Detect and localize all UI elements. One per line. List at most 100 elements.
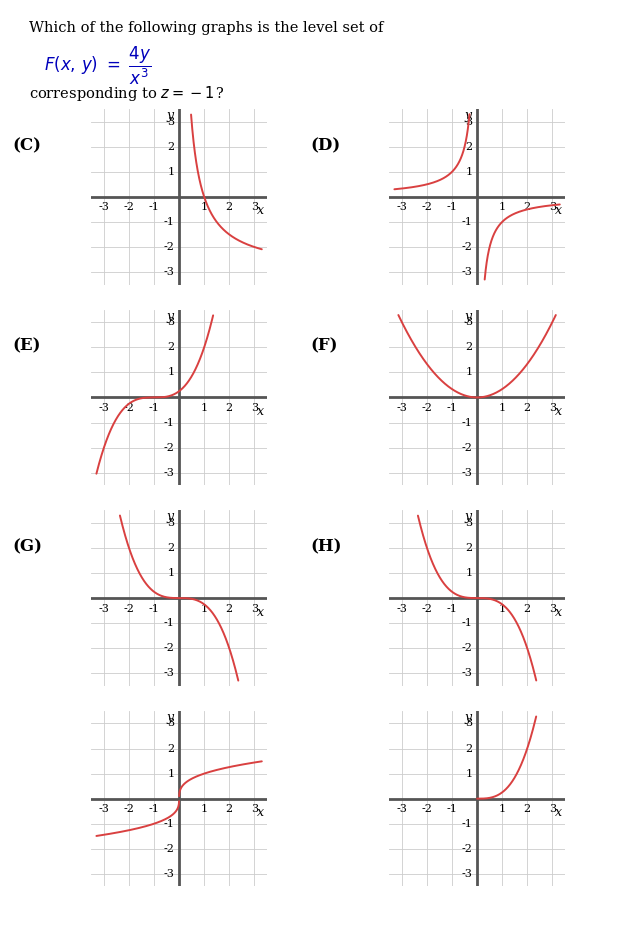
Text: -3: -3 [98,202,110,213]
Text: y: y [465,310,472,323]
Text: x: x [257,204,264,217]
Text: $F(x,\, y) \ = \ \dfrac{4y}{x^3}$: $F(x,\, y) \ = \ \dfrac{4y}{x^3}$ [44,45,152,87]
Text: 1: 1 [465,167,472,177]
Text: 3: 3 [465,117,472,127]
Text: x: x [257,405,264,418]
Text: -1: -1 [164,818,174,829]
Text: 1: 1 [167,769,174,779]
Text: -2: -2 [462,242,472,252]
Text: -1: -1 [164,417,174,427]
Text: 2: 2 [167,543,174,553]
Text: x: x [257,606,264,619]
Text: -1: -1 [446,202,458,213]
Text: 2: 2 [226,202,233,213]
Text: 1: 1 [465,568,472,578]
Text: 3: 3 [465,317,472,327]
Text: 2: 2 [167,744,174,754]
Text: corresponding to $z = -1\,$?: corresponding to $z = -1\,$? [29,84,224,103]
Text: 3: 3 [548,202,556,213]
Text: 3: 3 [167,718,174,729]
Text: -1: -1 [164,618,174,628]
Text: -1: -1 [462,618,472,628]
Text: -2: -2 [462,643,472,653]
Text: (C): (C) [13,137,42,154]
Text: -1: -1 [148,604,160,614]
Text: -3: -3 [396,604,408,614]
Text: 2: 2 [524,202,531,213]
Text: 3: 3 [465,518,472,528]
Text: -3: -3 [98,403,110,413]
Text: 1: 1 [465,368,472,378]
Text: -3: -3 [164,668,174,678]
Text: 2: 2 [524,804,531,815]
Text: -3: -3 [98,804,110,815]
Text: -1: -1 [164,216,174,227]
Text: -1: -1 [446,804,458,815]
Text: -3: -3 [164,467,174,478]
Text: 3: 3 [250,804,258,815]
Text: 2: 2 [167,342,174,353]
Text: 1: 1 [465,769,472,779]
Text: -2: -2 [124,403,134,413]
Text: -3: -3 [98,604,110,614]
Text: -2: -2 [124,804,134,815]
Text: -2: -2 [422,202,432,213]
Text: -3: -3 [462,869,472,879]
Text: -1: -1 [446,604,458,614]
Text: 3: 3 [167,317,174,327]
Text: -3: -3 [462,467,472,478]
Text: -2: -2 [124,202,134,213]
Text: 1: 1 [200,804,208,815]
Text: 1: 1 [498,202,506,213]
Text: 1: 1 [167,568,174,578]
Text: 3: 3 [548,403,556,413]
Text: -3: -3 [396,804,408,815]
Text: -2: -2 [164,242,174,252]
Text: (G): (G) [13,538,42,555]
Text: -2: -2 [422,604,432,614]
Text: -3: -3 [164,267,174,277]
Text: -2: -2 [164,442,174,453]
Text: 2: 2 [465,543,472,553]
Text: 2: 2 [524,604,531,614]
Text: 3: 3 [465,718,472,729]
Text: (E): (E) [13,338,41,355]
Text: -1: -1 [462,216,472,227]
Text: (D): (D) [311,137,341,154]
Text: Which of the following graphs is the level set of: Which of the following graphs is the lev… [29,21,383,35]
Text: -1: -1 [148,403,160,413]
Text: 1: 1 [498,604,506,614]
Text: y: y [465,711,472,724]
Text: 2: 2 [226,804,233,815]
Text: 2: 2 [167,142,174,152]
Text: -3: -3 [396,403,408,413]
Text: y: y [465,109,472,122]
Text: -2: -2 [422,403,432,413]
Text: 1: 1 [167,368,174,378]
Text: 3: 3 [250,403,258,413]
Text: 2: 2 [226,403,233,413]
Text: 3: 3 [548,604,556,614]
Text: 1: 1 [200,403,208,413]
Text: y: y [167,510,174,523]
Text: 2: 2 [465,142,472,152]
Text: 3: 3 [548,804,556,815]
Text: y: y [167,711,174,724]
Text: -2: -2 [124,604,134,614]
Text: 3: 3 [250,202,258,213]
Text: -1: -1 [462,818,472,829]
Text: (F): (F) [311,338,338,355]
Text: -2: -2 [462,843,472,854]
Text: 1: 1 [167,167,174,177]
Text: -3: -3 [462,668,472,678]
Text: 1: 1 [200,604,208,614]
Text: x: x [555,204,562,217]
Text: 2: 2 [465,744,472,754]
Text: y: y [465,510,472,523]
Text: 2: 2 [226,604,233,614]
Text: (H): (H) [311,538,342,555]
Text: 3: 3 [167,518,174,528]
Text: 3: 3 [167,117,174,127]
Text: -3: -3 [396,202,408,213]
Text: -3: -3 [462,267,472,277]
